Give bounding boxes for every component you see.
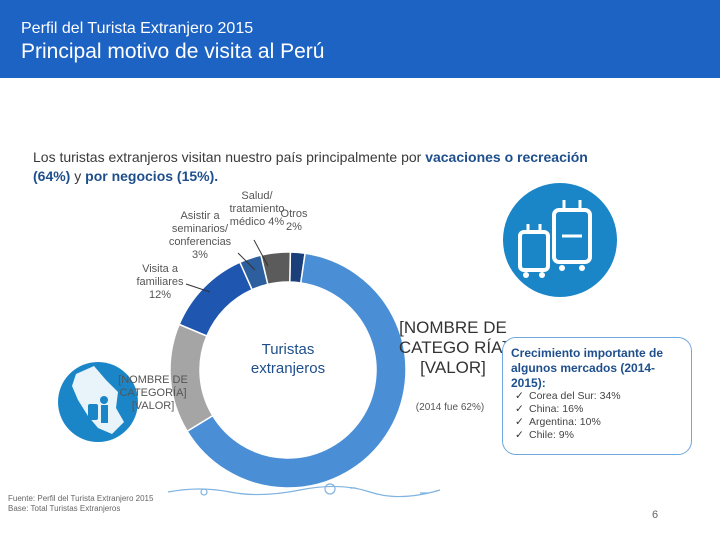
- donut-slice-5: [260, 251, 292, 286]
- growth-title: Crecimiento importante de algunos mercad…: [511, 346, 664, 390]
- small-category-name: [NOMBRE DE CATEGORÍA]: [118, 374, 188, 399]
- source-text: Fuente: Perfil del Turista Extranjero 20…: [8, 494, 154, 503]
- list-item: ✓ China: 16%: [515, 403, 584, 415]
- list-item: ✓ Chile: 9%: [515, 429, 574, 441]
- check-icon: ✓: [515, 403, 524, 415]
- donut-center-label: Turistas extranjeros: [250, 341, 326, 377]
- label-seminarios: Asistir a seminarios/ conferencias 3%: [168, 210, 232, 261]
- intro-text-1: Los turistas extranjeros visitan nuestro…: [33, 149, 426, 165]
- donut-slice-3: [178, 261, 254, 337]
- list-item: ✓ Corea del Sur: 34%: [515, 390, 621, 402]
- small-category-value: [VALOR]: [131, 400, 175, 412]
- peru-map-icon: [58, 362, 138, 442]
- label-main-category: [NOMBRE DE CATEGO RÍA] [VALOR]: [395, 318, 511, 378]
- intro-bold-1: vacaciones o recreación (64%): [33, 149, 588, 184]
- header-bar: Perfil del Turista Extranjero 2015 Princ…: [0, 0, 720, 78]
- intro-text-2: y: [70, 168, 86, 184]
- leader-lines: [185, 239, 269, 293]
- donut-slice-1: [186, 252, 407, 489]
- comparison-note: (2014 fue 62%): [415, 402, 485, 413]
- page-title: Principal motivo de visita al Perú: [21, 40, 325, 63]
- list-item: ✓ Argentina: 10%: [515, 416, 601, 428]
- growth-box: Crecimiento importante de algunos mercad…: [502, 337, 692, 455]
- check-icon: ✓: [515, 416, 524, 428]
- label-small-category: [NOMBRE DE CATEGORÍA] [VALOR]: [117, 374, 189, 413]
- growth-list: ✓ Corea del Sur: 34% ✓ China: 16% ✓ Argenti…: [515, 390, 621, 442]
- main-category-name: [NOMBRE DE CATEGO RÍA]: [398, 318, 508, 357]
- check-icon: ✓: [515, 390, 524, 402]
- suitcase-icon: [503, 183, 617, 297]
- label-otros: Otros 2%: [280, 208, 308, 233]
- base-text: Base: Total Turistas Extranjeros: [8, 504, 121, 513]
- donut-slices: [169, 251, 407, 489]
- intro-bold-2: por negocios (15%).: [85, 168, 219, 184]
- label-familiares: Visita a familiares 12%: [136, 263, 184, 301]
- check-icon: ✓: [515, 429, 524, 441]
- main-category-value: [VALOR]: [420, 358, 486, 377]
- page-number: 6: [652, 509, 659, 521]
- supertitle: Perfil del Turista Extranjero 2015: [21, 20, 254, 37]
- decorative-line: [167, 483, 441, 498]
- intro-text: Los turistas extranjeros visitan nuestro…: [33, 148, 623, 186]
- source-note: Fuente: Perfil del Turista Extranjero 20…: [8, 494, 158, 514]
- label-salud: Salud/ tratamiento médico 4%: [229, 190, 285, 228]
